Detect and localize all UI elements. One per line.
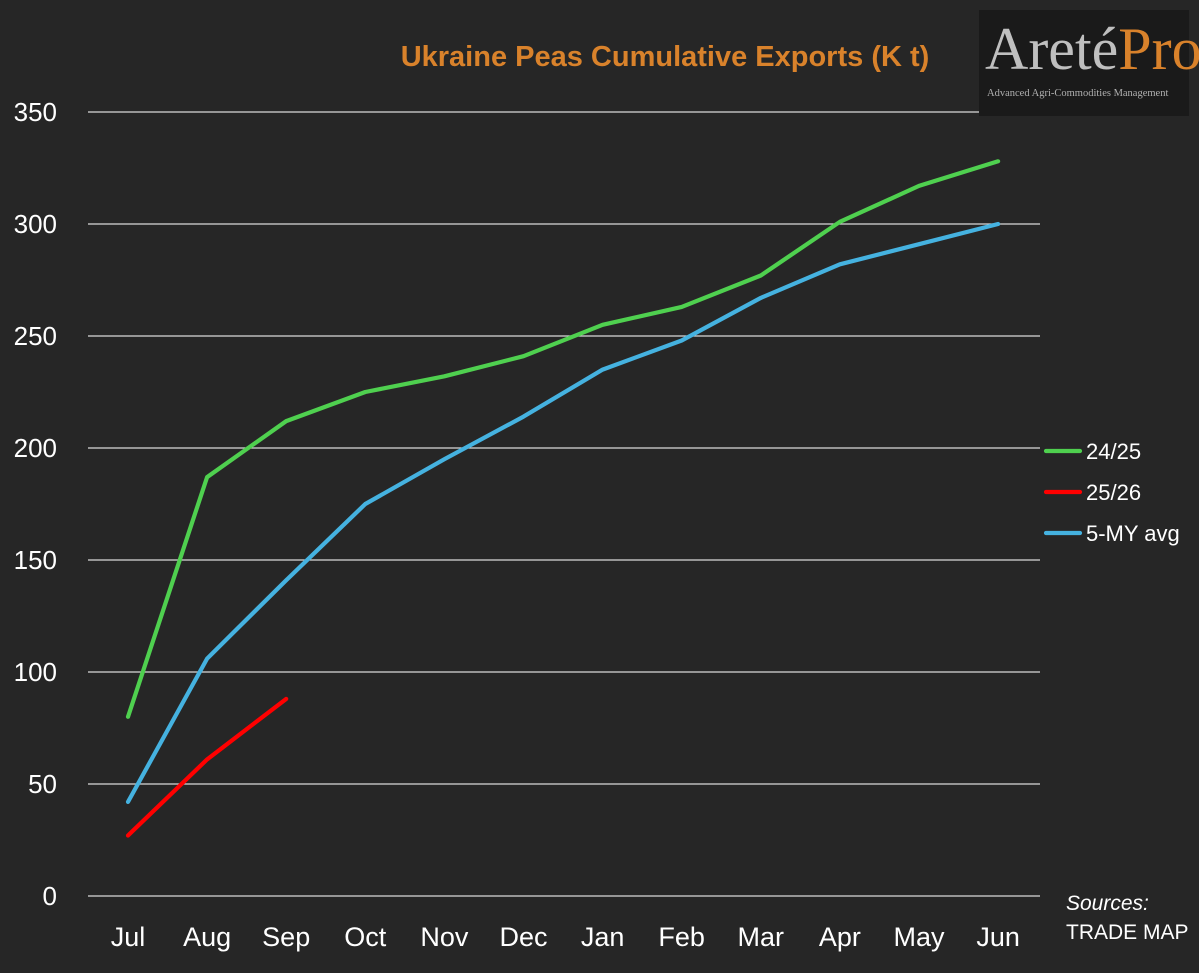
x-tick-label: Jun xyxy=(976,922,1020,952)
x-tick-label: Apr xyxy=(819,922,861,952)
y-tick-label: 250 xyxy=(14,321,57,351)
x-tick-label: Jan xyxy=(581,922,625,952)
x-tick-label: Feb xyxy=(658,922,705,952)
x-tick-label: Aug xyxy=(183,922,231,952)
x-tick-label: Sep xyxy=(262,922,310,952)
series-line-1 xyxy=(125,696,289,838)
sources-value: TRADE MAP xyxy=(1066,921,1189,944)
y-tick-label: 50 xyxy=(28,769,57,799)
x-tick-label: Dec xyxy=(499,922,547,952)
legend-label-1: 25/26 xyxy=(1086,480,1141,505)
y-tick-label: 150 xyxy=(14,545,57,575)
y-tick-label: 0 xyxy=(43,881,57,911)
y-tick-label: 100 xyxy=(14,657,57,687)
x-tick-label: Oct xyxy=(344,922,387,952)
x-tick-label: Jul xyxy=(111,922,146,952)
y-tick-label: 200 xyxy=(14,433,57,463)
logo-wordmark-part-a: Areté xyxy=(985,16,1119,82)
sources-label: Sources: xyxy=(1066,892,1149,915)
series-line-0 xyxy=(125,159,1001,719)
x-tick-label: May xyxy=(893,922,945,952)
chart-title: Ukraine Peas Cumulative Exports (K t) xyxy=(401,41,930,73)
logo-wordmark: AretéPro xyxy=(985,16,1199,82)
legend-label-0: 24/25 xyxy=(1086,439,1141,464)
logo-wordmark-part-b: Pro xyxy=(1118,16,1199,82)
y-tick-label: 350 xyxy=(14,97,57,127)
x-tick-label: Mar xyxy=(738,922,785,952)
sources-note: Sources: TRADE MAP xyxy=(1066,889,1189,947)
series-line-2 xyxy=(125,221,1001,805)
legend-label-2: 5-MY avg xyxy=(1086,521,1180,546)
logo-tagline: Advanced Agri-Commodities Management xyxy=(987,88,1169,99)
aretepro-logo: AretéPro Advanced Agri-Commodities Manag… xyxy=(979,10,1199,116)
y-tick-label: 300 xyxy=(14,209,57,239)
x-tick-label: Nov xyxy=(420,922,469,952)
